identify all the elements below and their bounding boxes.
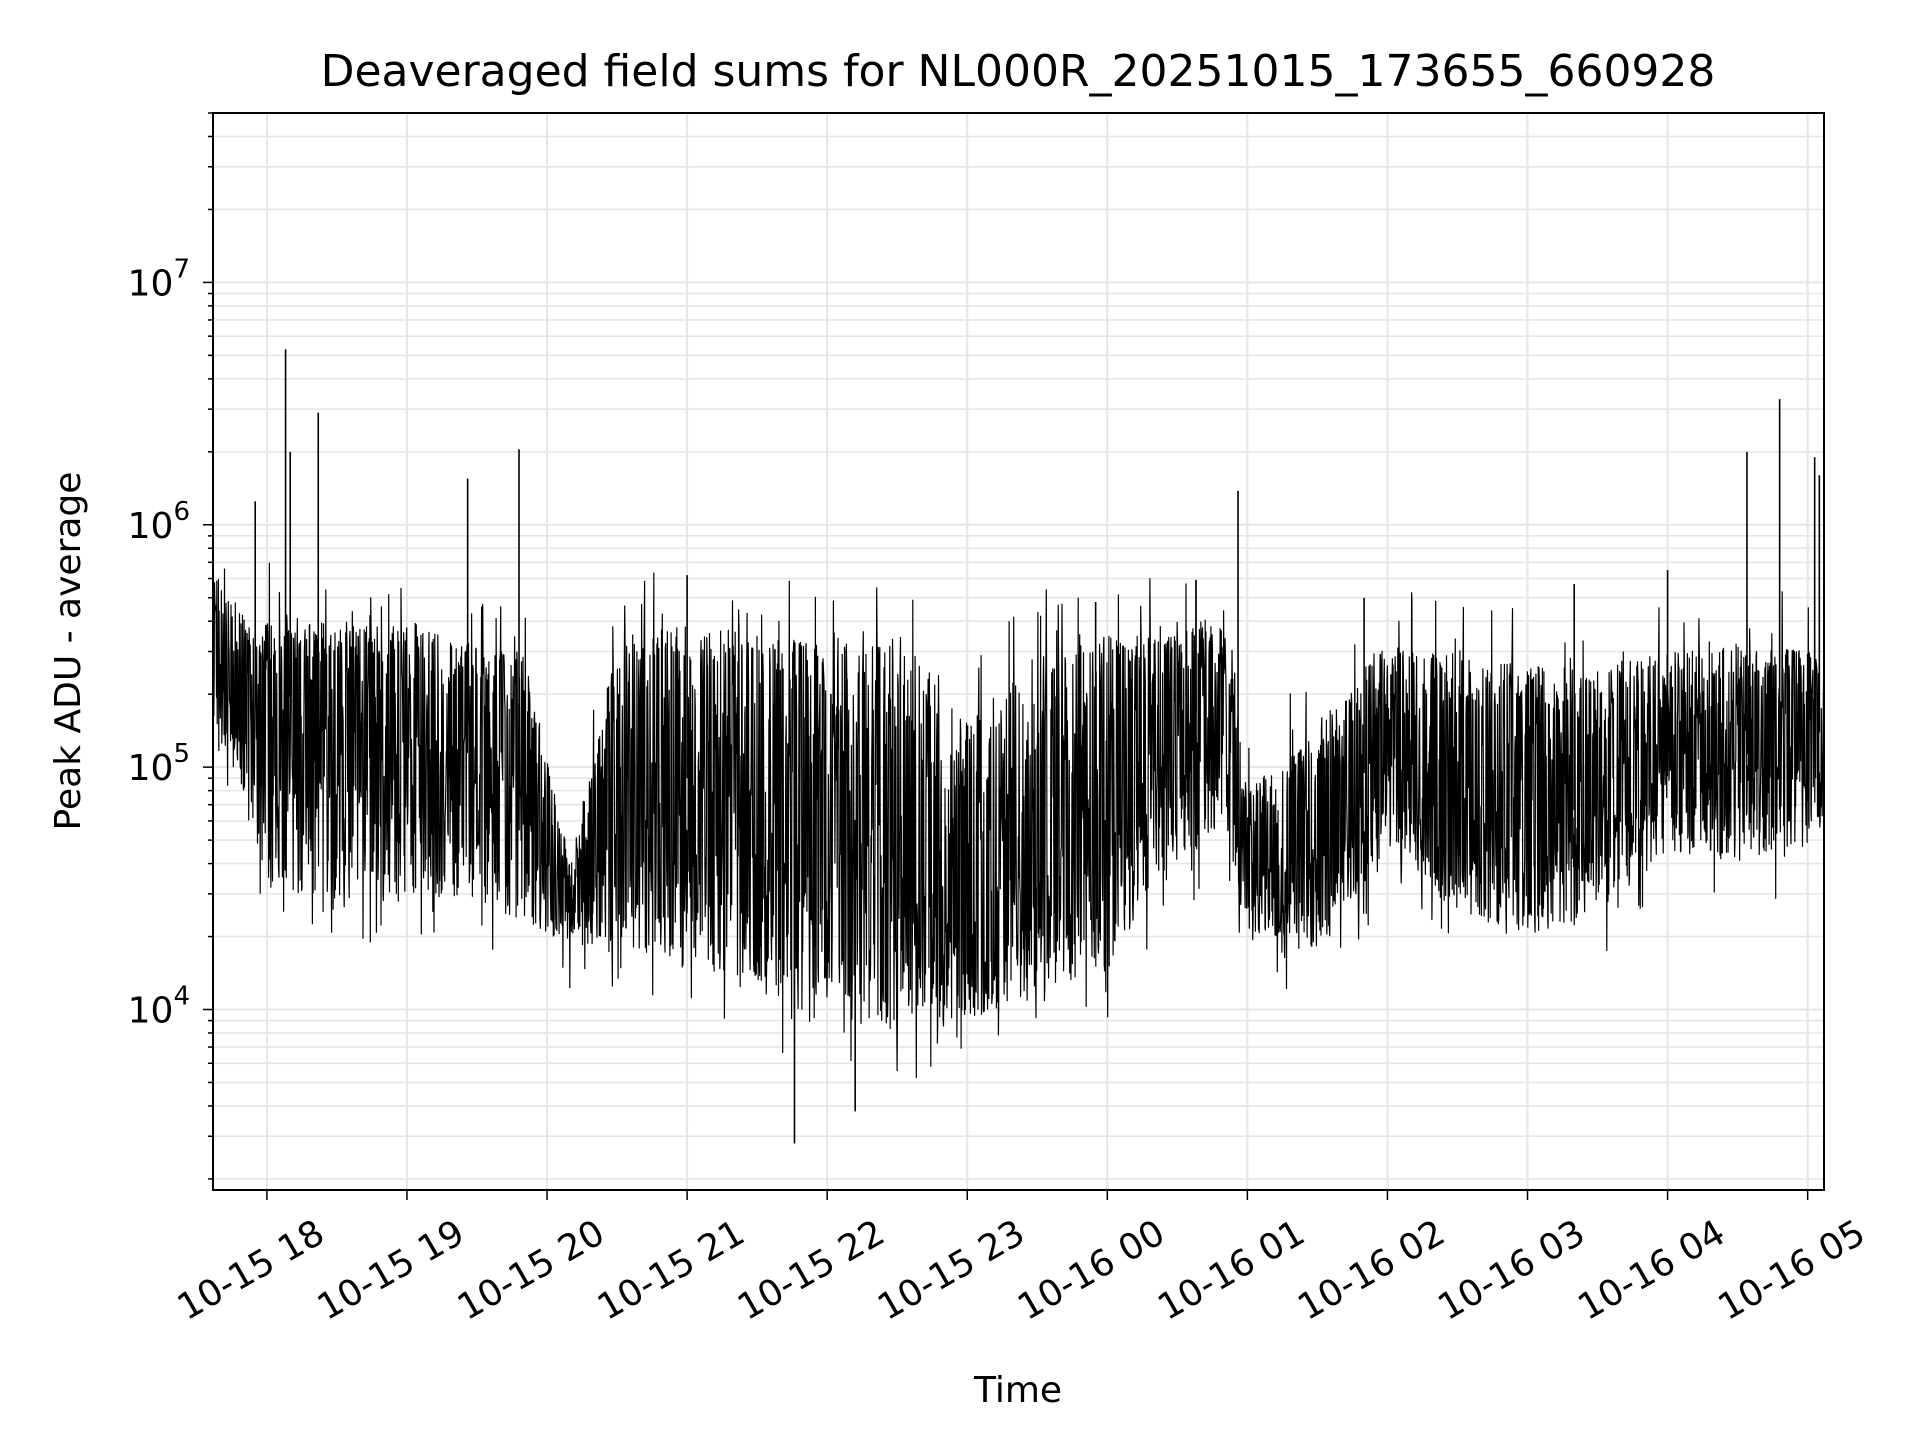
series-line bbox=[212, 562, 1825, 1079]
y-tick-label: 105 bbox=[128, 739, 190, 789]
x-axis-label: Time bbox=[973, 1370, 1062, 1411]
y-axis-label: Peak ADU - average bbox=[48, 472, 89, 831]
y-tick-label: 106 bbox=[128, 497, 190, 547]
y-tick-label: 107 bbox=[128, 254, 190, 304]
series-layer bbox=[212, 349, 1825, 1144]
y-axis: 104 105 106 107 bbox=[128, 112, 213, 1180]
y-tick-label: 104 bbox=[128, 982, 190, 1032]
chart-title: Deaveraged field sums for NL000R_2025101… bbox=[321, 46, 1716, 97]
